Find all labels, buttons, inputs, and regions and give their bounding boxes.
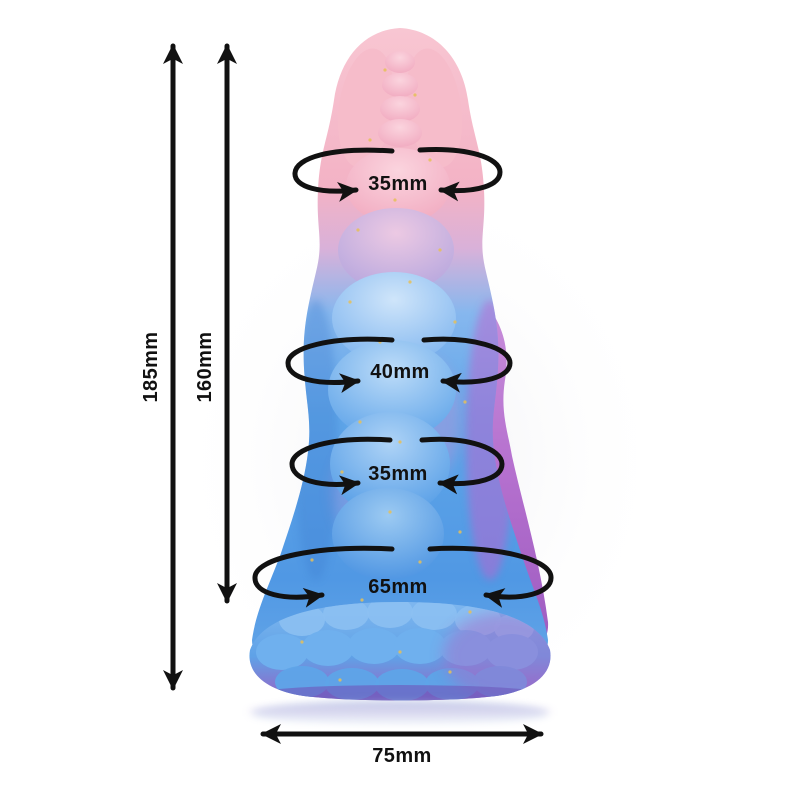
tip-bump [385,51,415,73]
total-height-dimension: 185mm [140,43,183,691]
base-width-label: 75mm [372,745,431,767]
base-width-dimension: 75mm [260,724,544,767]
girth-ring-4-left-arc [252,545,395,608]
girth-ring-1-left-arc [292,147,395,202]
girth-ring-4-label: 65mm [368,576,427,598]
tip-bump [378,119,422,147]
girth-ring-3: 35mm [289,436,505,496]
product-shaft-texture [294,48,514,580]
product-reflection [238,700,562,742]
product-illustration [140,28,700,780]
girth-ring-4-right-arc [427,545,554,608]
insertable-height-dimension: 160mm [194,43,237,604]
girth-ring-1: 35mm [292,147,503,202]
scale-plate [338,208,454,292]
dimension-annotations: 185mm 160mm 35mm 40mm 35mm [140,43,554,767]
total-height-label: 185mm [140,332,162,403]
girth-ring-3-right-arc [419,436,505,495]
scale-plate [332,488,444,580]
scale-plate [328,340,456,440]
girth-ring-3-label: 35mm [368,463,427,485]
girth-ring-4: 65mm [252,545,554,608]
girth-ring-1-right-arc [417,147,503,202]
tip-bump [382,73,418,97]
scale-plate [346,148,450,224]
left-edge-shading [294,300,338,580]
tip-bump [380,96,420,122]
insertable-height-label: 160mm [194,332,216,403]
girth-ring-1-label: 35mm [368,173,427,195]
girth-ring-2: 40mm [285,336,513,394]
base-purple-tint [443,612,551,700]
girth-ring-2-left-arc [285,336,395,394]
girth-ring-3-left-arc [289,436,393,496]
girth-ring-2-right-arc [421,336,513,393]
girth-ring-2-label: 40mm [370,361,429,383]
product-base [249,602,551,701]
